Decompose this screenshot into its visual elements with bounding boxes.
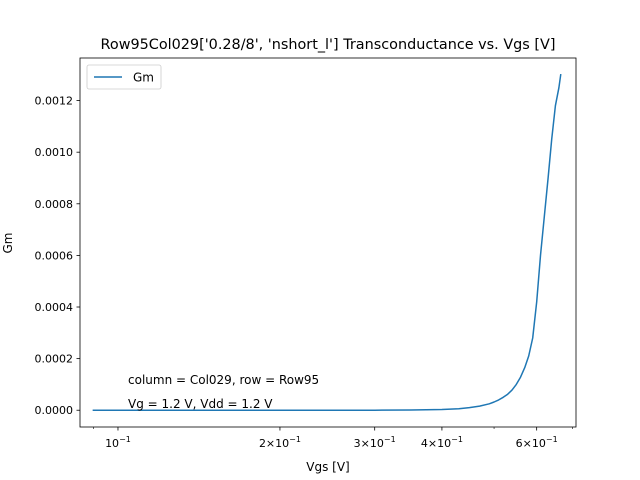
y-tick-label-0: 0.0000 bbox=[35, 404, 74, 417]
x-tick-label-3: 4×10−1 bbox=[421, 435, 463, 450]
y-tick-label-1: 0.0002 bbox=[35, 353, 74, 366]
y-tick-label-4: 0.0008 bbox=[35, 198, 74, 211]
x-axis-label: Vgs [V] bbox=[306, 460, 349, 474]
x-axis: 10−1 2×10−1 3×10−1 4×10−1 6×10−1 bbox=[93, 427, 573, 450]
x-tick-label-0: 10−1 bbox=[105, 435, 131, 450]
plot-area bbox=[79, 57, 577, 428]
annotation-location: column = Col029, row = Row95 bbox=[128, 373, 319, 387]
x-tick-label-1: 2×10−1 bbox=[259, 435, 301, 450]
y-tick-label-3: 0.0006 bbox=[35, 249, 74, 262]
series-line-gm bbox=[92, 73, 562, 411]
y-axis-label: Gm bbox=[1, 233, 15, 254]
y-tick-label-5: 0.0010 bbox=[35, 146, 74, 159]
x-tick-label-4: 6×10−1 bbox=[516, 435, 558, 450]
x-tick-label-2: 3×10−1 bbox=[354, 435, 396, 450]
legend-box bbox=[86, 64, 162, 90]
chart-title: Row95Col029['0.28/8', 'nshort_l'] Transc… bbox=[101, 37, 556, 53]
annotation-bias: Vg = 1.2 V, Vdd = 1.2 V bbox=[128, 397, 273, 411]
y-tick-label-6: 0.0012 bbox=[35, 95, 74, 108]
plot-frame bbox=[79, 57, 577, 428]
y-tick-label-2: 0.0004 bbox=[35, 301, 74, 314]
legend-label-gm: Gm bbox=[133, 71, 154, 85]
legend: Gm bbox=[86, 64, 162, 90]
y-axis: 0.0000 0.0002 0.0004 0.0006 0.0008 0.0010 0.00… bbox=[35, 95, 80, 417]
